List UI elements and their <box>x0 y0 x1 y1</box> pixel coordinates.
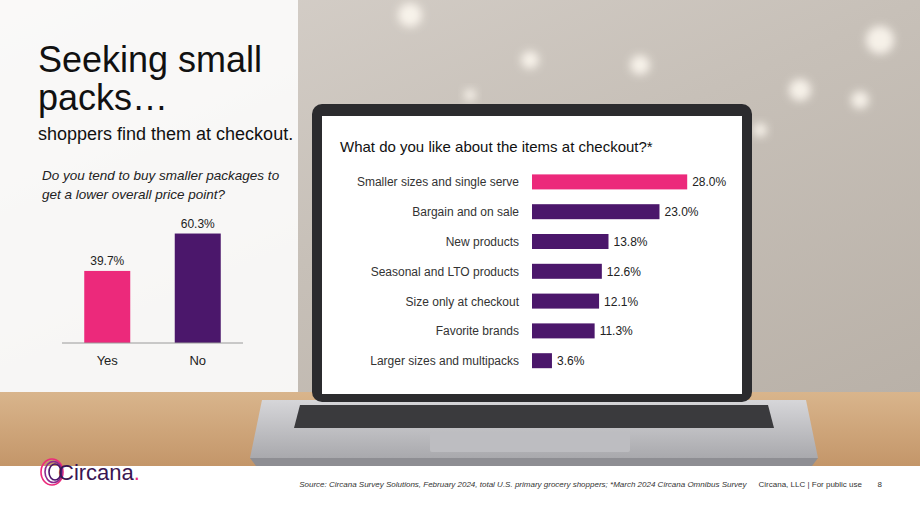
plot-area <box>84 234 221 343</box>
bar <box>532 234 608 249</box>
chart-title: Do you tend to buy smaller packages to ge… <box>42 168 280 202</box>
laptop-screen <box>322 116 742 394</box>
text-line: Do you tend to buy smaller packages to <box>42 168 280 183</box>
bokeh-light <box>866 26 894 54</box>
laptop-deck <box>250 400 818 458</box>
bar <box>532 264 602 279</box>
table <box>0 392 920 468</box>
bar <box>175 234 221 343</box>
data-label: 3.6% <box>557 354 585 368</box>
logo-text: Circana. <box>58 460 140 485</box>
page-number: 8 <box>878 480 883 489</box>
laptop-lip <box>250 458 818 466</box>
bar <box>532 353 552 368</box>
data-label: 13.8% <box>613 235 647 249</box>
logo-word: Circana <box>58 460 135 485</box>
logo: Circana. <box>41 459 140 485</box>
data-label: 12.6% <box>607 265 641 279</box>
text-line: packs… <box>38 77 168 118</box>
bokeh-light <box>398 3 422 27</box>
data-label: 60.3% <box>181 217 215 231</box>
data-label: 23.0% <box>664 205 698 219</box>
keyboard <box>294 405 774 428</box>
category-label: Seasonal and LTO products <box>371 265 519 279</box>
bar <box>532 294 599 309</box>
bokeh-light <box>630 55 650 75</box>
slide-title: Seeking smallpacks… <box>38 39 262 118</box>
bar <box>532 323 595 338</box>
category-label: New products <box>446 235 519 249</box>
category-label: Yes <box>97 353 119 368</box>
category-label: Smaller sizes and single serve <box>357 175 519 189</box>
footer-text: Circana, LLC | For public use <box>759 480 863 489</box>
data-label: 39.7% <box>90 254 124 268</box>
bokeh-light <box>464 89 476 101</box>
data-label: 12.1% <box>604 295 638 309</box>
bokeh-light <box>789 79 811 101</box>
bar <box>532 174 687 189</box>
page-body: {"page": {"title": "Seeking small packs…… <box>0 0 920 518</box>
source-note: Source: Circana Survey Solutions, Februa… <box>299 480 747 489</box>
text-line: Seeking small <box>38 39 262 80</box>
slide: Seeking smallpacks… shoppers find them at… <box>0 0 920 518</box>
data-label: 11.3% <box>600 324 633 338</box>
page: Seeking small packs html, body { margin:… <box>0 0 920 518</box>
baseline <box>62 343 243 344</box>
plot-area <box>532 174 687 368</box>
slide-subtitle: shoppers find them at checkout. <box>38 124 293 144</box>
category-label: Larger sizes and multipacks <box>370 354 519 368</box>
bokeh-light <box>521 51 539 69</box>
category-label: No <box>189 353 206 368</box>
category-label: Size only at checkout <box>406 295 520 309</box>
bar <box>532 204 659 219</box>
category-label: Favorite brands <box>436 324 519 338</box>
category-label: Bargain and on sale <box>412 205 519 219</box>
bar <box>84 271 130 343</box>
text-line: get a lower overall price point? <box>42 187 226 202</box>
text-panel <box>0 0 298 392</box>
chart-title: What do you like about the items at chec… <box>340 138 653 155</box>
bokeh-light <box>753 123 767 137</box>
laptop-bezel <box>312 104 752 402</box>
logo-dot: . <box>134 460 140 485</box>
bokeh-light <box>851 91 869 109</box>
data-label: 28.0% <box>692 175 726 189</box>
touchpad <box>430 432 630 452</box>
